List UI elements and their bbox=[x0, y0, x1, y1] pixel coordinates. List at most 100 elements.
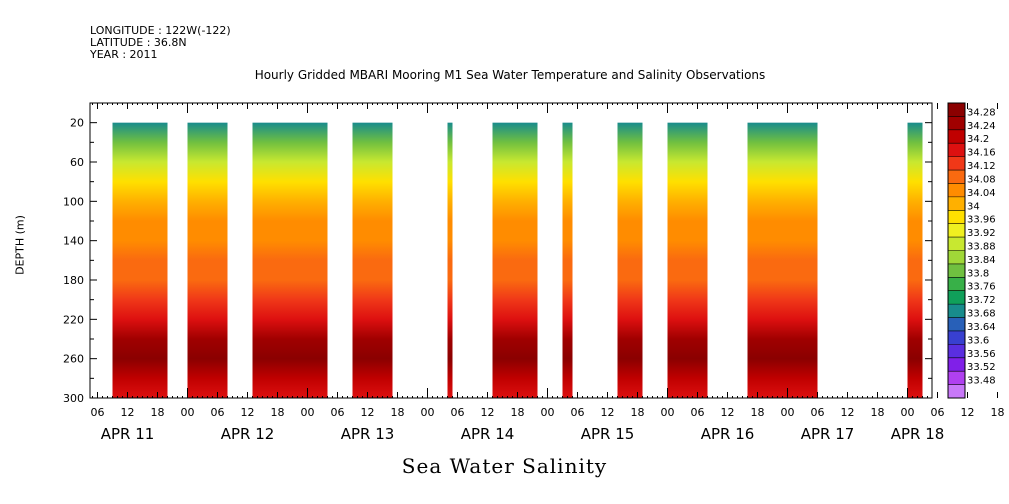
x-date-label: APR 15 bbox=[581, 425, 635, 443]
axes: 20 60 100 140 180 220 260 300 06 12 18 00 06 12 18 00 06… bbox=[63, 102, 1005, 443]
colorbar-label: 33.8 bbox=[967, 268, 989, 279]
data-segment-10 bbox=[907, 122, 923, 399]
x-date-label: APR 18 bbox=[891, 425, 945, 443]
colorbar-swatch bbox=[948, 210, 965, 225]
colorbar-label: 34 bbox=[967, 201, 980, 212]
x-hour-tick-label: 06 bbox=[331, 406, 345, 419]
colorbar-label: 34.08 bbox=[967, 174, 996, 185]
x-hour-tick-label: 06 bbox=[811, 406, 825, 419]
x-hour-tick-label: 00 bbox=[301, 406, 315, 419]
x-date-label: APR 16 bbox=[701, 425, 755, 443]
y-tick-label: 180 bbox=[63, 274, 84, 287]
x-hour-tick-label: 18 bbox=[391, 406, 405, 419]
colorbar-label: 34.2 bbox=[967, 134, 989, 145]
data-segment-9 bbox=[747, 122, 818, 399]
x-hour-tick-label: 06 bbox=[211, 406, 225, 419]
y-tick-label: 140 bbox=[63, 235, 84, 248]
data-segment-1 bbox=[187, 122, 228, 399]
colorbar-swatch bbox=[948, 357, 965, 372]
x-date-label: APR 12 bbox=[221, 425, 275, 443]
colorbar-label: 33.92 bbox=[967, 228, 996, 239]
colorbar-swatch bbox=[948, 277, 965, 292]
x-hour-tick-label: 18 bbox=[151, 406, 165, 419]
colorbar-swatch bbox=[948, 116, 965, 131]
x-hour-tick-label: 12 bbox=[601, 406, 615, 419]
colorbar-swatch bbox=[948, 223, 965, 238]
colorbar-swatch bbox=[948, 183, 965, 198]
data-segment-6 bbox=[562, 122, 573, 399]
x-hour-tick-label: 18 bbox=[631, 406, 645, 419]
x-date-label: APR 14 bbox=[461, 425, 515, 443]
x-hour-tick-label: 18 bbox=[751, 406, 765, 419]
longitude-label: LONGITUDE : 122W(-122) bbox=[90, 24, 231, 37]
colorbar-swatch bbox=[948, 304, 965, 319]
data-segment-2 bbox=[252, 122, 328, 399]
x-hour-tick-label: 00 bbox=[181, 406, 195, 419]
colorbar-swatch bbox=[948, 263, 965, 278]
colorbar-swatch bbox=[948, 290, 965, 305]
x-hour-tick-label: 12 bbox=[841, 406, 855, 419]
colorbar-swatch bbox=[948, 384, 965, 399]
x-hour-tick-label: 00 bbox=[541, 406, 555, 419]
chart-title: Hourly Gridded MBARI Mooring M1 Sea Wate… bbox=[254, 68, 766, 82]
variable-title: Sea Water Salinity bbox=[401, 454, 608, 478]
x-hour-tick-label: 06 bbox=[91, 406, 105, 419]
colorbar-label: 34.24 bbox=[967, 121, 996, 132]
x-date-label: APR 17 bbox=[801, 425, 855, 443]
x-hour-tick-label: 12 bbox=[121, 406, 135, 419]
colorbar-swatch bbox=[948, 344, 965, 359]
x-hour-tick-label: 18 bbox=[271, 406, 285, 419]
data-segment-5 bbox=[492, 122, 538, 399]
plot-area bbox=[112, 122, 923, 399]
colorbar-swatch bbox=[948, 156, 965, 171]
x-hour-tick-label: 12 bbox=[961, 406, 975, 419]
colorbar-swatch bbox=[948, 317, 965, 332]
x-date-label: APR 13 bbox=[341, 425, 395, 443]
data-segment-0 bbox=[112, 122, 168, 399]
y-tick-label: 20 bbox=[70, 117, 84, 130]
y-tick-label: 220 bbox=[63, 313, 84, 326]
x-hour-tick-label: 00 bbox=[661, 406, 675, 419]
colorbar-label: 33.88 bbox=[967, 242, 996, 253]
colorbar-swatch bbox=[948, 103, 965, 117]
colorbar-label: 34.28 bbox=[967, 107, 996, 118]
x-hour-tick-label: 00 bbox=[901, 406, 915, 419]
x-hour-tick-label: 18 bbox=[511, 406, 525, 419]
x-hour-tick-label: 12 bbox=[481, 406, 495, 419]
colorbar-swatch bbox=[948, 196, 965, 211]
x-hour-tick-label: 06 bbox=[571, 406, 585, 419]
colorbar-label: 34.12 bbox=[967, 161, 996, 172]
plot-frame bbox=[89, 102, 933, 399]
x-hour-tick-label: 00 bbox=[421, 406, 435, 419]
colorbar-label: 33.72 bbox=[967, 295, 996, 306]
y-tick-label: 100 bbox=[63, 195, 84, 208]
colorbar: 34.28 34.24 34.2 34.16 34.12 34.08 34.04 34 33.9… bbox=[947, 102, 996, 399]
colorbar-label: 33.48 bbox=[967, 376, 996, 387]
data-segment-7 bbox=[617, 122, 643, 399]
x-hour-tick-label: 12 bbox=[361, 406, 375, 419]
colorbar-swatch bbox=[948, 250, 965, 265]
y-tick-label: 300 bbox=[63, 392, 84, 405]
year-label: YEAR : 2011 bbox=[90, 48, 158, 61]
y-tick-label: 60 bbox=[70, 156, 84, 169]
x-hour-tick-label: 06 bbox=[691, 406, 705, 419]
colorbar-swatch bbox=[948, 237, 965, 251]
colorbar-label: 33.68 bbox=[967, 309, 996, 320]
colorbar-label: 34.04 bbox=[967, 188, 996, 199]
x-hour-tick-label: 18 bbox=[871, 406, 885, 419]
latitude-label: LATITUDE : 36.8N bbox=[90, 36, 187, 49]
colorbar-label: 34.16 bbox=[967, 148, 996, 159]
data-segment-4 bbox=[447, 122, 453, 399]
y-tick-label: 260 bbox=[63, 353, 84, 366]
colorbar-label: 33.56 bbox=[967, 349, 996, 360]
x-hour-tick-label: 06 bbox=[451, 406, 465, 419]
colorbar-label: 33.76 bbox=[967, 282, 996, 293]
colorbar-label: 33.96 bbox=[967, 215, 996, 226]
colorbar-swatch bbox=[948, 170, 965, 184]
x-hour-tick-label: 12 bbox=[241, 406, 255, 419]
colorbar-label: 33.52 bbox=[967, 362, 996, 373]
colorbar-swatch bbox=[948, 143, 965, 158]
data-segment-8 bbox=[667, 122, 708, 399]
data-segment-3 bbox=[352, 122, 393, 399]
